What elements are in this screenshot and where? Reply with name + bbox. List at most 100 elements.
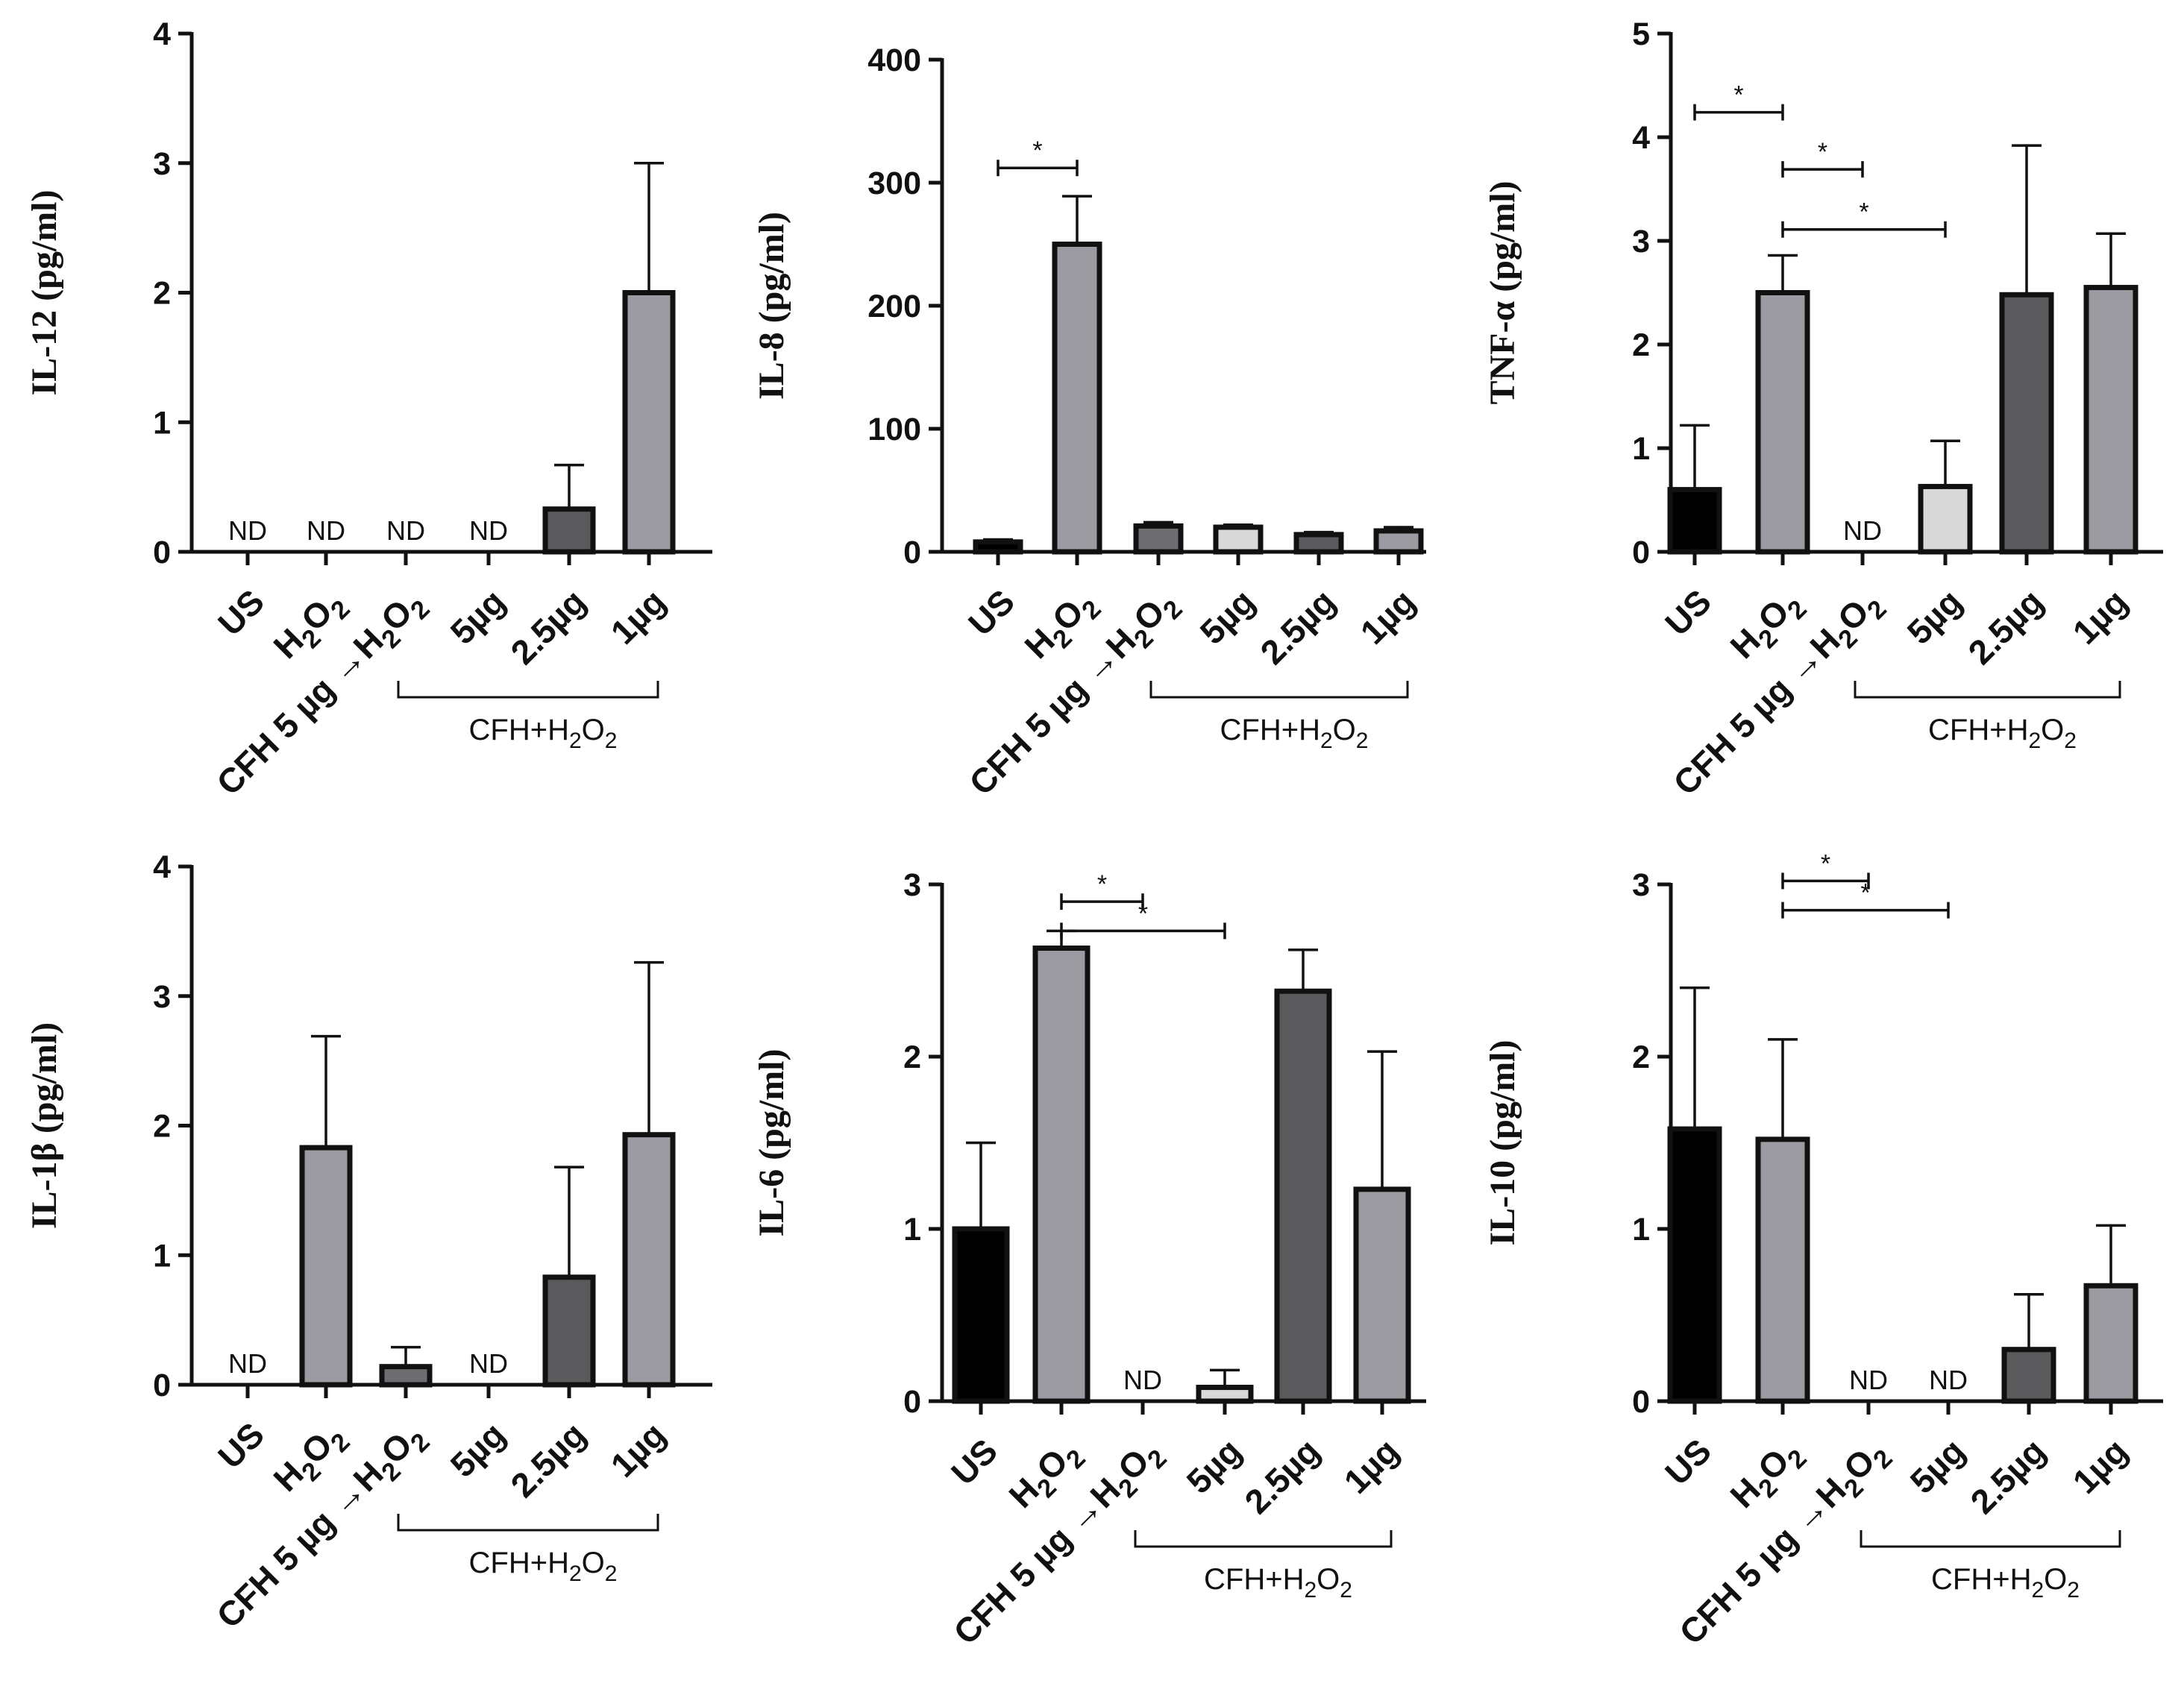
y-tick-label: 2 (1632, 327, 1650, 363)
bar-6 (2083, 285, 2138, 555)
y-axis-label: IL-6 (pg/ml) (752, 1049, 791, 1237)
y-tick-label: 4 (153, 849, 171, 885)
group-label: CFH+H2O2 (1204, 1563, 1352, 1602)
category-label: 1µg (603, 1415, 673, 1484)
bar-6 (2083, 1283, 2138, 1404)
bar-6 (622, 290, 676, 555)
y-tick-label: 1 (1632, 431, 1650, 467)
bar-5 (1999, 292, 2054, 555)
significance-bracket (1060, 893, 1144, 910)
bar-5 (542, 506, 596, 555)
y-tick-label: 0 (153, 1368, 171, 1403)
category-label: 2.5µg (503, 582, 593, 672)
y-tick-label: 3 (153, 146, 171, 182)
group-bracket (1149, 681, 1409, 699)
group-bracket (397, 681, 659, 699)
bar-2 (1755, 290, 1810, 555)
nd-label: ND (228, 515, 267, 546)
significance-bracket (1693, 104, 1784, 121)
y-tick-label: 5 (1632, 16, 1650, 52)
significance-bracket (1781, 872, 1870, 890)
significance-star: * (1818, 138, 1827, 166)
y-tick-label: 3 (1632, 867, 1650, 903)
y-tick-label: 3 (153, 979, 171, 1015)
y-tick-label: 0 (1632, 535, 1650, 570)
y-axis-label: IL-12 (pg/ml) (25, 190, 64, 396)
significance-star: * (1821, 849, 1830, 878)
y-tick-label: 2 (1632, 1039, 1650, 1075)
y-tick-label: 1 (153, 1238, 171, 1274)
nd-label: ND (386, 515, 425, 546)
nd-label: ND (469, 1348, 508, 1379)
significance-star: * (1733, 81, 1743, 110)
significance-star: * (1859, 198, 1868, 227)
bar-4 (1213, 524, 1264, 555)
group-bracket (1860, 1530, 2121, 1548)
significance-bracket (1781, 902, 1950, 919)
nd-label: ND (307, 515, 345, 546)
y-axis-label: IL-10 (pg/ml) (1483, 1040, 1522, 1246)
significance-bracket (1060, 922, 1226, 940)
y-tick-label: 200 (867, 289, 921, 324)
bar-1 (1667, 487, 1722, 555)
bar-5 (1293, 532, 1344, 555)
category-label: 2.5µg (1960, 582, 2050, 672)
significance-bracket (997, 160, 1079, 177)
y-tick-label: 4 (153, 16, 171, 52)
category-label: 2.5µg (1252, 582, 1343, 672)
category-label: 1µg (1353, 582, 1422, 651)
category-label: US (210, 1415, 272, 1476)
bar-2 (1755, 1136, 1810, 1404)
y-tick-label: 2 (153, 1109, 171, 1145)
nd-label: ND (1929, 1365, 1968, 1395)
y-tick-label: 0 (153, 535, 171, 570)
category-label: 2.5µg (1237, 1431, 1327, 1521)
y-tick-label: 300 (867, 166, 921, 201)
y-tick-label: 2 (153, 276, 171, 312)
category-label: US (1657, 1431, 1719, 1492)
category-label: US (961, 582, 1022, 643)
bar-2 (1032, 945, 1091, 1404)
category-label: 5µg (443, 582, 512, 651)
bar-5 (1274, 988, 1332, 1404)
bar-1 (973, 539, 1023, 555)
y-axis-label: TNF-α (pg/ml) (1483, 180, 1522, 404)
y-tick-label: 3 (1632, 224, 1650, 260)
category-label: US (944, 1431, 1005, 1492)
significance-star: * (1032, 136, 1042, 165)
y-tick-label: 1 (153, 405, 171, 441)
bar-3 (379, 1364, 433, 1388)
category-label: 2.5µg (503, 1415, 593, 1505)
category-label: 5µg (1903, 1431, 1972, 1500)
category-label: 5µg (1179, 1431, 1249, 1500)
y-tick-label: 0 (903, 1384, 921, 1420)
nd-label: ND (1843, 515, 1882, 546)
group-label: CFH+H2O2 (1931, 1563, 2080, 1602)
significance-bracket (1781, 221, 1947, 238)
group-bracket (397, 1514, 659, 1532)
category-label: 5µg (443, 1415, 512, 1484)
category-label: 1µg (1337, 1431, 1406, 1500)
bar-4 (1918, 483, 1973, 555)
bar-1 (1667, 1126, 1722, 1404)
nd-label: ND (228, 1348, 267, 1379)
bar-5 (2001, 1347, 2056, 1404)
y-tick-label: 1 (1632, 1212, 1650, 1248)
category-label: 2.5µg (1962, 1431, 2053, 1521)
bar-6 (1373, 528, 1424, 555)
y-tick-label: 2 (903, 1039, 921, 1075)
bar-6 (622, 1132, 676, 1388)
bar-2 (299, 1145, 353, 1388)
nd-label: ND (1123, 1365, 1162, 1395)
category-label: 1µg (2065, 1431, 2135, 1500)
group-bracket (1134, 1530, 1393, 1548)
bar-3 (1133, 523, 1184, 555)
y-axis-label: IL-8 (pg/ml) (752, 212, 791, 400)
nd-label: ND (469, 515, 508, 546)
y-tick-label: 0 (1632, 1384, 1650, 1420)
category-label: 1µg (2065, 582, 2135, 651)
